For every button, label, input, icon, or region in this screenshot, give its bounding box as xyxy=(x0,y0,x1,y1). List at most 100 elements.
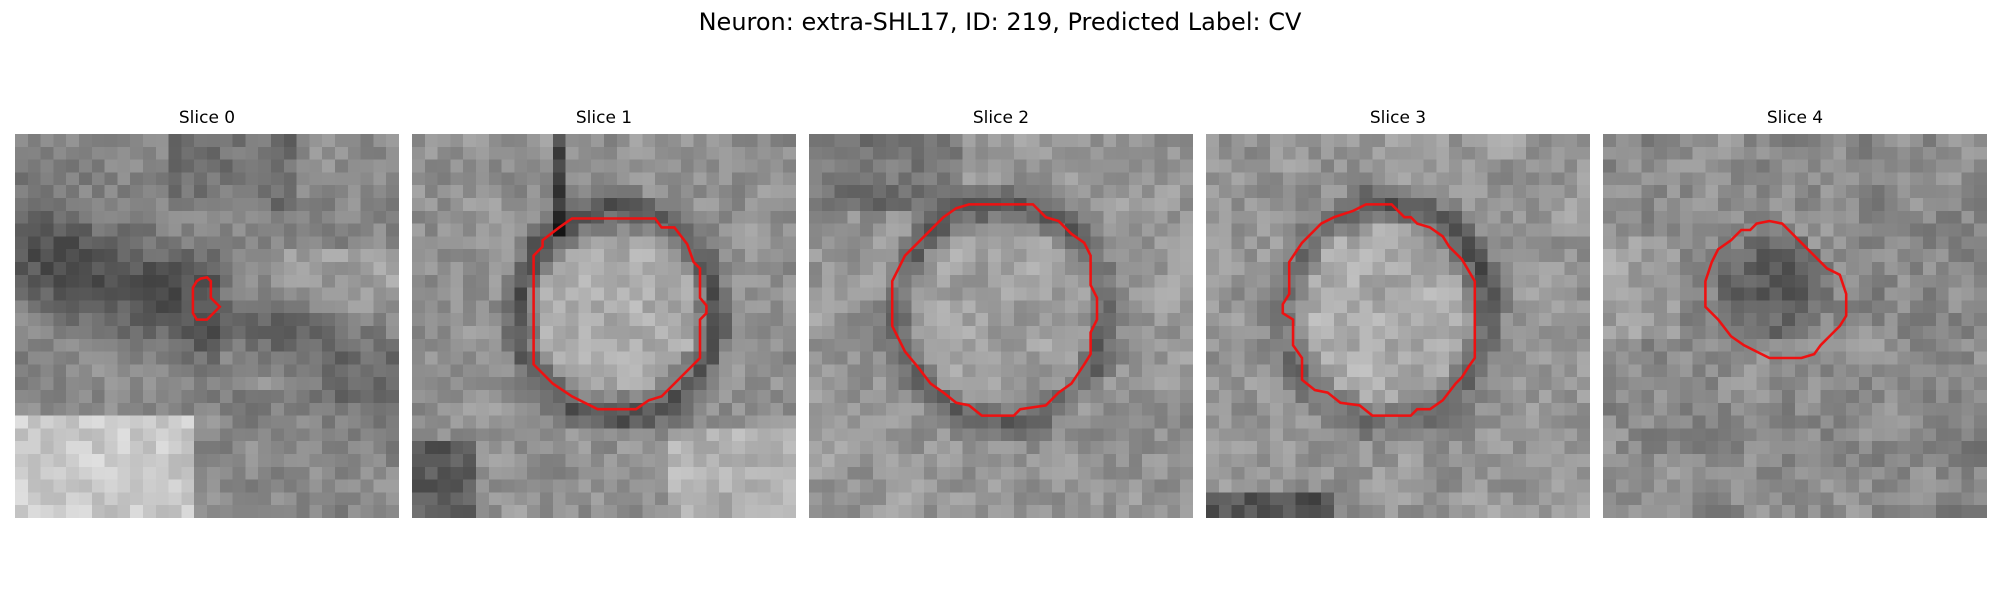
pixel xyxy=(1052,415,1066,429)
pixel xyxy=(1270,466,1284,480)
pixel xyxy=(27,428,41,442)
pixel xyxy=(1782,428,1796,442)
pixel xyxy=(1410,287,1424,301)
pixel xyxy=(207,415,221,429)
pixel xyxy=(1334,364,1348,378)
pixel xyxy=(104,428,118,442)
pixel xyxy=(821,492,835,506)
pixel xyxy=(1270,223,1284,237)
pixel xyxy=(642,134,656,148)
pixel xyxy=(847,159,861,173)
pixel xyxy=(821,185,835,199)
pixel xyxy=(680,210,694,224)
pixel xyxy=(706,454,720,468)
pixel xyxy=(1551,210,1565,224)
pixel xyxy=(1154,479,1168,493)
pixel xyxy=(53,441,67,455)
pixel xyxy=(1564,505,1578,518)
pixel xyxy=(809,338,823,352)
pixel xyxy=(1077,210,1091,224)
pixel xyxy=(898,466,912,480)
pixel xyxy=(1923,210,1937,224)
pixel xyxy=(1270,236,1284,250)
pixel xyxy=(1769,492,1783,506)
pixel xyxy=(1013,223,1027,237)
pixel xyxy=(975,402,989,416)
pixel xyxy=(360,287,374,301)
pixel xyxy=(1948,338,1962,352)
pixel xyxy=(232,326,246,340)
pixel xyxy=(219,326,233,340)
pixel xyxy=(360,262,374,276)
pixel xyxy=(1884,402,1898,416)
pixel xyxy=(591,223,605,237)
pixel xyxy=(437,313,451,327)
pixel xyxy=(1116,287,1130,301)
pixel xyxy=(911,377,925,391)
pixel xyxy=(1423,134,1437,148)
pixel xyxy=(1346,236,1360,250)
pixel xyxy=(1705,466,1719,480)
pixel xyxy=(629,146,643,160)
pixel xyxy=(1577,402,1590,416)
pixel xyxy=(1615,454,1629,468)
pixel xyxy=(1462,287,1476,301)
pixel xyxy=(271,326,285,340)
pixel xyxy=(1474,428,1488,442)
pixel xyxy=(386,249,399,263)
pixel xyxy=(1871,441,1885,455)
pixel xyxy=(1474,454,1488,468)
pixel xyxy=(476,198,490,212)
pixel xyxy=(1641,377,1655,391)
pixel xyxy=(604,198,618,212)
pixel xyxy=(1270,146,1284,160)
pixel xyxy=(1526,466,1540,480)
pixel xyxy=(309,134,323,148)
pixel xyxy=(232,313,246,327)
pixel xyxy=(1923,134,1937,148)
pixel xyxy=(668,172,682,186)
pixel xyxy=(1001,274,1015,288)
pixel xyxy=(757,338,771,352)
pixel xyxy=(488,223,502,237)
pixel xyxy=(283,300,297,314)
pixel xyxy=(1718,466,1732,480)
pixel xyxy=(1833,492,1847,506)
pixel xyxy=(744,274,758,288)
pixel xyxy=(53,454,67,468)
pixel xyxy=(476,505,490,518)
pixel xyxy=(1667,159,1681,173)
pixel xyxy=(1410,377,1424,391)
pixel xyxy=(335,134,349,148)
pixel xyxy=(91,441,105,455)
pixel xyxy=(1206,428,1220,442)
pixel xyxy=(668,364,682,378)
pixel xyxy=(975,274,989,288)
pixel xyxy=(1436,159,1450,173)
pixel xyxy=(1782,262,1796,276)
pixel xyxy=(937,249,951,263)
pixel xyxy=(1206,274,1220,288)
pixel xyxy=(1692,338,1706,352)
pixel xyxy=(1743,198,1757,212)
pixel xyxy=(488,172,502,186)
pixel xyxy=(91,364,105,378)
pixel xyxy=(578,313,592,327)
pixel xyxy=(1577,428,1590,442)
pixel xyxy=(450,249,464,263)
pixel xyxy=(1641,185,1655,199)
pixel xyxy=(1846,236,1860,250)
pixel xyxy=(360,172,374,186)
pixel xyxy=(655,159,669,173)
pixel xyxy=(873,415,887,429)
pixel xyxy=(424,338,438,352)
pixel xyxy=(655,287,669,301)
pixel xyxy=(1218,428,1232,442)
pixel xyxy=(1244,210,1258,224)
pixel xyxy=(937,159,951,173)
pixel xyxy=(540,428,554,442)
pixel xyxy=(1436,338,1450,352)
pixel xyxy=(1359,390,1373,404)
pixel xyxy=(347,198,361,212)
pixel xyxy=(1103,479,1117,493)
